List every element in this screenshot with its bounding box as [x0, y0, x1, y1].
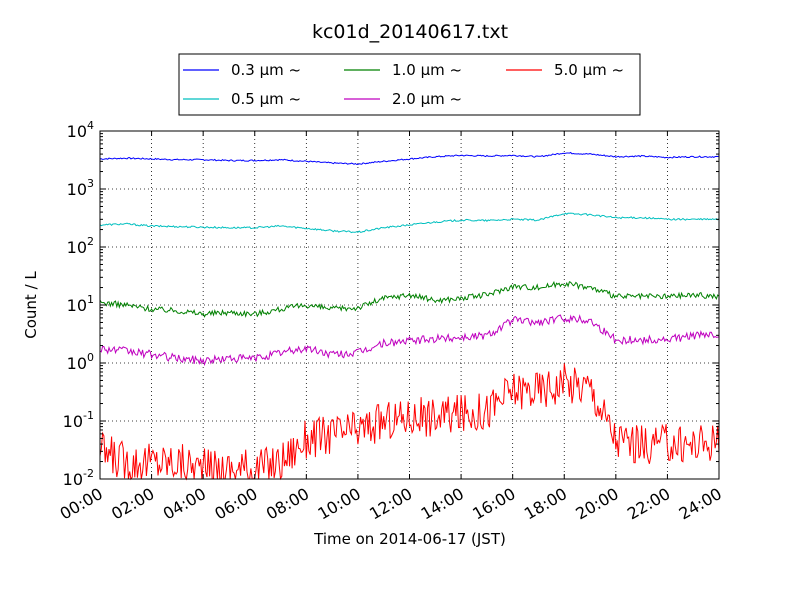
series-line [99, 314, 720, 367]
legend-label: 5.0 μm ~ [554, 61, 624, 79]
y-tick-labels: 10-2 10-1 100 101 102 103 104 [63, 119, 94, 489]
y-tick-label: 10-2 [63, 467, 94, 489]
legend: 0.3 μm ~ 0.5 μm ~ 1.0 μm ~ 2.0 μm ~ 5.0 μm ~ [178, 53, 641, 116]
series-line [99, 151, 720, 165]
series-layer [99, 151, 720, 481]
legend-label: 2.0 μm ~ [392, 90, 462, 108]
legend-label: 0.5 μm ~ [231, 90, 301, 108]
legend-label: 1.0 μm ~ [392, 61, 462, 79]
x-axis-label: Time on 2014-06-17 (JST) [313, 530, 506, 548]
y-axis-label: Count / L [22, 271, 40, 339]
series-line [99, 363, 720, 481]
series-line [99, 212, 720, 234]
y-tick-label: 104 [67, 119, 94, 141]
y-tick-label: 103 [67, 177, 94, 199]
axis-ticks [99, 130, 720, 480]
y-tick-label: 100 [67, 351, 94, 373]
y-tick-label: 102 [67, 235, 94, 257]
y-tick-label: 10-1 [63, 409, 94, 431]
legend-label: 0.3 μm ~ [231, 61, 301, 79]
y-tick-label: 101 [67, 293, 94, 315]
chart-title: kc01d_20140617.txt [312, 21, 508, 43]
series-line [99, 280, 720, 318]
legend-box [178, 53, 641, 116]
